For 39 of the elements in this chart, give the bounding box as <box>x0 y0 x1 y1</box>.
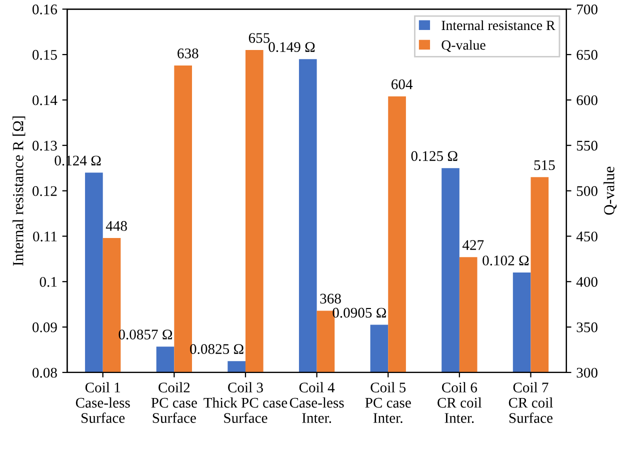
y-tick-label: 0.11 <box>33 232 57 242</box>
data-label: 0.125 Ω <box>411 151 458 162</box>
data-label: 448 <box>106 221 127 231</box>
y-tick-label: 0.12 <box>32 186 57 196</box>
y-tick-label: 0.13 <box>32 140 57 151</box>
y-axis-title: Internal resistance R [Ω] <box>12 116 26 266</box>
y-tick-label: 0.09 <box>32 322 57 332</box>
x-tick-label: Coil 3 Thick PC case Surface <box>204 382 288 423</box>
data-label: 638 <box>178 48 198 58</box>
data-label: 604 <box>392 79 413 90</box>
y-tick-label: 0.14 <box>32 95 58 106</box>
data-label: 0.102 Ω <box>482 256 529 266</box>
data-label: 427 <box>462 240 484 250</box>
legend-label: Internal resistance R <box>442 20 556 30</box>
y-tick-label: 0.15 <box>32 50 57 60</box>
y2-axis-title: Q-value <box>604 166 617 215</box>
y-tick-label: 0.16 <box>32 4 58 14</box>
data-label: 515 <box>534 160 555 170</box>
y-tick-label: 0.08 <box>32 368 57 378</box>
x-tick-label: Coil 6 CR coil Inter. <box>438 382 482 423</box>
y-tick-label: 0.1 <box>40 276 57 287</box>
x-tick-label: Coil 7 CR coil Surface <box>508 382 553 423</box>
legend-label: Q-value <box>442 40 486 52</box>
y2-tick-label: 650 <box>576 50 598 60</box>
y2-tick-label: 500 <box>576 186 598 196</box>
x-tick-label: Coil 5 PC case Inter. <box>365 382 411 423</box>
x-tick-label: Coil2 PC case Surface <box>151 382 197 423</box>
x-tick-label: Coil 1 Case-less Surface <box>76 382 130 423</box>
data-label: 0.149 Ω <box>268 42 315 52</box>
y2-tick-label: 550 <box>576 140 598 151</box>
data-label: 655 <box>248 33 270 43</box>
y2-tick-label: 450 <box>576 232 598 242</box>
x-tick-label: Coil 4 Case-less Inter. <box>290 382 344 423</box>
y2-tick-label: 700 <box>577 4 598 14</box>
y2-tick-label: 400 <box>576 276 598 287</box>
y2-tick-label: 600 <box>576 95 598 106</box>
y2-tick-label: 300 <box>576 368 598 378</box>
data-label: 368 <box>320 294 341 304</box>
y2-tick-label: 350 <box>576 322 598 332</box>
